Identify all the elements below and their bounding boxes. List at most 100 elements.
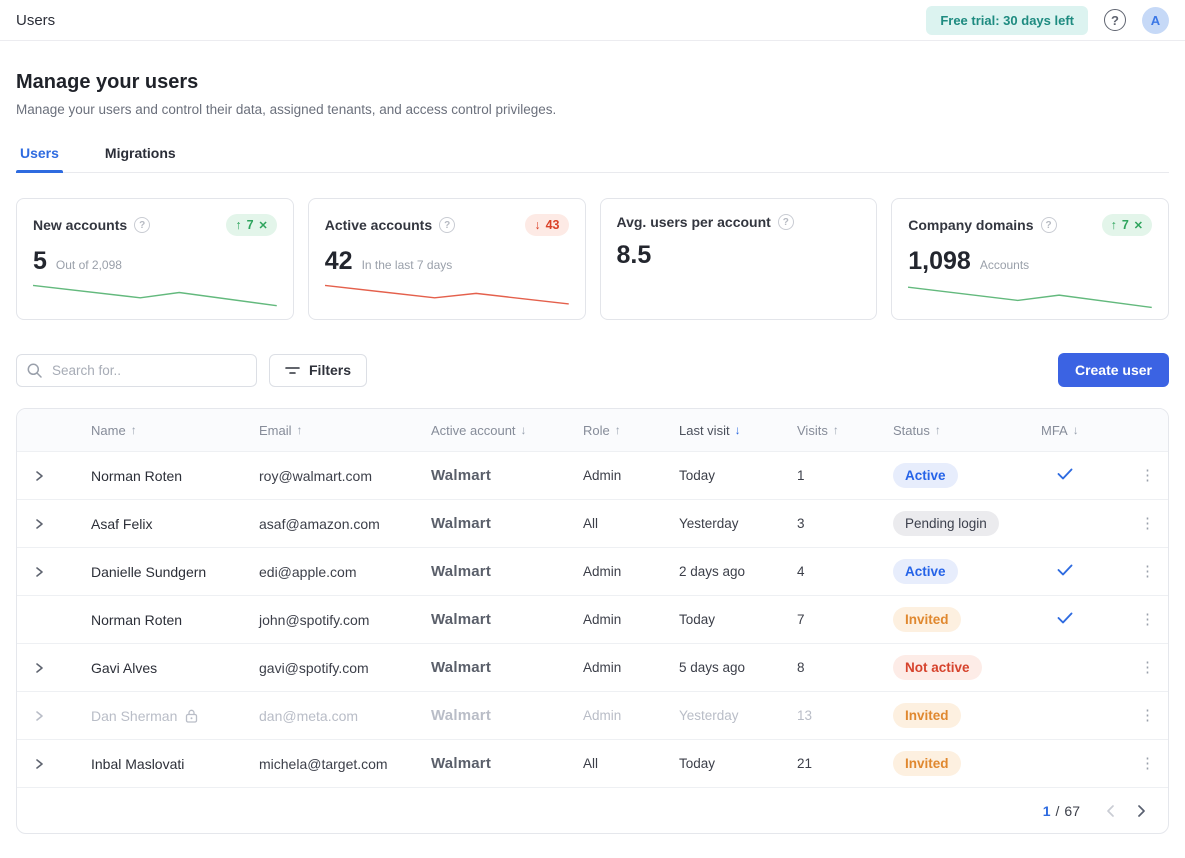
- chevron-right-icon[interactable]: [35, 518, 44, 530]
- filters-button[interactable]: Filters: [269, 353, 368, 387]
- chevron-right-icon[interactable]: [35, 566, 44, 578]
- column-header-role[interactable]: Role ↑: [583, 423, 679, 438]
- lock-icon: [186, 709, 198, 723]
- last-visit: Yesterday: [679, 708, 739, 723]
- status-badge: Active: [893, 463, 958, 488]
- column-header-email[interactable]: Email ↑: [259, 423, 431, 438]
- filter-icon: [285, 366, 300, 374]
- chevron-right-icon[interactable]: [35, 758, 44, 770]
- topbar: Users Free trial: 30 days left ? A: [0, 0, 1185, 41]
- table-row[interactable]: Gavi Alves gavi@spotify.com Walmart Admi…: [17, 643, 1168, 691]
- table-row[interactable]: Norman Roten john@spotify.com Walmart Ad…: [17, 595, 1168, 643]
- active-account: Walmart: [431, 467, 492, 484]
- row-menu-icon[interactable]: ⋮: [1140, 467, 1155, 484]
- row-menu-icon[interactable]: ⋮: [1140, 755, 1155, 772]
- chevron-right-icon[interactable]: [35, 662, 44, 674]
- user-email: john@spotify.com: [259, 611, 370, 628]
- badge-close-icon[interactable]: ✕: [1133, 219, 1143, 232]
- table-row[interactable]: Inbal Maslovati michela@target.com Walma…: [17, 739, 1168, 787]
- column-header-last-visit[interactable]: Last visit ↓: [679, 423, 797, 438]
- badge-close-icon[interactable]: ✕: [258, 219, 268, 232]
- card-help-icon[interactable]: ?: [134, 217, 151, 233]
- user-name: Gavi Alves: [91, 659, 158, 676]
- filters-label: Filters: [309, 362, 352, 378]
- row-menu-icon[interactable]: ⋮: [1140, 659, 1155, 676]
- visits-count: 21: [797, 756, 813, 771]
- pager-buttons: [1106, 804, 1146, 818]
- next-page-icon[interactable]: [1137, 804, 1146, 818]
- prev-page-icon[interactable]: [1106, 804, 1115, 818]
- chevron-right-icon[interactable]: [35, 470, 44, 482]
- visits-count: 8: [797, 660, 805, 675]
- column-label: Email: [259, 422, 292, 438]
- tab-users[interactable]: Users: [16, 145, 63, 173]
- sparkline: [33, 274, 277, 311]
- table-row[interactable]: Danielle Sundgern edi@apple.com Walmart …: [17, 547, 1168, 595]
- row-menu-icon[interactable]: ⋮: [1140, 563, 1155, 580]
- chevron-right-icon[interactable]: [35, 710, 44, 722]
- mfa-check-icon: [1057, 564, 1073, 575]
- card-value: 1,098: [908, 247, 971, 275]
- visits-count: 1: [797, 468, 805, 483]
- card-help-icon[interactable]: ?: [439, 217, 456, 233]
- help-icon[interactable]: ?: [1104, 9, 1126, 31]
- badge-arrow-icon: ↑: [1110, 218, 1117, 232]
- column-label: Role: [583, 422, 610, 438]
- user-name: Norman Roten: [91, 467, 183, 484]
- avatar[interactable]: A: [1142, 6, 1169, 34]
- badge-value: 7: [1121, 218, 1129, 232]
- search-input[interactable]: [16, 353, 257, 387]
- column-header-name[interactable]: Name ↑: [91, 423, 259, 438]
- create-user-button[interactable]: Create user: [1057, 353, 1169, 387]
- users-table: Name ↑ Email ↑ Active account ↓ Role ↑ L…: [16, 408, 1169, 834]
- column-header-status[interactable]: Status ↑: [893, 423, 1041, 438]
- table-row[interactable]: Norman Roten roy@walmart.com Walmart Adm…: [17, 451, 1168, 499]
- visits-count: 3: [797, 516, 805, 531]
- row-menu-icon[interactable]: ⋮: [1140, 611, 1155, 628]
- badge-value: 7: [246, 218, 254, 232]
- column-header-visits[interactable]: Visits ↑: [797, 423, 893, 438]
- expand-cell: [17, 614, 61, 626]
- trial-badge: Free trial: 30 days left: [926, 5, 1088, 35]
- user-email: gavi@spotify.com: [259, 659, 369, 676]
- expand-cell: [17, 518, 61, 530]
- column-label: Last visit: [679, 422, 730, 438]
- card-help-icon[interactable]: ?: [1040, 217, 1057, 233]
- tabs: Users Migrations: [16, 145, 1169, 173]
- card-title: New accounts: [33, 217, 128, 233]
- table-row[interactable]: Dan Sherman dan@meta.com Walmart Admin Y…: [17, 691, 1168, 739]
- expand-cell: [17, 662, 61, 674]
- card-title: Avg. users per account: [616, 214, 771, 230]
- row-menu-icon[interactable]: ⋮: [1140, 515, 1155, 532]
- user-role: Admin: [583, 708, 622, 723]
- sort-arrow-icon: ↑: [832, 423, 839, 437]
- status-badge: Active: [893, 559, 958, 584]
- tab-migrations[interactable]: Migrations: [101, 145, 180, 172]
- toolbar: Filters Create user: [16, 353, 1169, 387]
- column-header-active-account[interactable]: Active account ↓: [431, 423, 583, 438]
- user-role: Admin: [583, 564, 622, 579]
- expand-cell: [17, 566, 61, 578]
- user-email: asaf@amazon.com: [259, 515, 380, 532]
- row-menu-icon[interactable]: ⋮: [1140, 707, 1155, 724]
- column-header-mfa[interactable]: MFA ↓: [1041, 423, 1127, 438]
- status-badge: Pending login: [893, 511, 999, 536]
- page-subtitle: Manage your users and control their data…: [16, 102, 557, 117]
- card-title: Company domains: [908, 217, 1034, 233]
- user-role: All: [583, 756, 599, 771]
- table-row[interactable]: Asaf Felix asaf@amazon.com Walmart All Y…: [17, 499, 1168, 547]
- card-value: 42: [324, 247, 353, 275]
- card-help-icon[interactable]: ?: [777, 214, 794, 230]
- user-role: All: [583, 516, 599, 531]
- active-account: Walmart: [431, 611, 492, 628]
- column-label: Name: [91, 422, 126, 438]
- user-role: Admin: [583, 612, 622, 627]
- last-visit: 5 days ago: [679, 660, 746, 675]
- page-total: 67: [1064, 802, 1080, 819]
- main-content: Manage your users Manage your users and …: [0, 71, 1185, 834]
- app-title: Users: [16, 11, 56, 29]
- active-account: Walmart: [431, 515, 492, 532]
- page-indicator: 1 / 67: [1043, 803, 1080, 819]
- user-name: Danielle Sundgern: [91, 563, 207, 580]
- user-name: Asaf Felix: [91, 515, 153, 532]
